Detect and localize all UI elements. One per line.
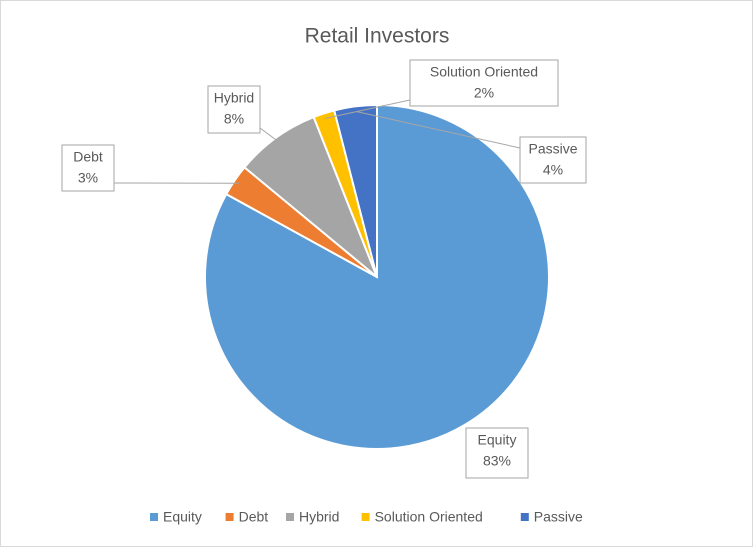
data-label-name: Equity	[478, 432, 517, 448]
data-label-name: Hybrid	[214, 90, 254, 106]
data-label-value: 2%	[474, 85, 494, 101]
data-label-value: 3%	[78, 170, 98, 186]
legend-swatch	[521, 513, 529, 521]
data-label-name: Passive	[528, 141, 577, 157]
data-label-name: Debt	[73, 149, 103, 165]
legend-swatch	[286, 513, 294, 521]
data-label-value: 8%	[224, 111, 244, 127]
legend-label: Solution Oriented	[375, 509, 483, 525]
legend-swatch	[226, 513, 234, 521]
data-label-value: 4%	[543, 162, 563, 178]
data-label-value: 83%	[483, 453, 511, 469]
legend-label: Debt	[239, 509, 269, 525]
legend-swatch	[362, 513, 370, 521]
data-label-name: Solution Oriented	[430, 64, 538, 80]
legend-label: Hybrid	[299, 509, 339, 525]
legend-swatch	[150, 513, 158, 521]
chart-title: Retail Investors	[305, 25, 450, 48]
legend-label: Equity	[163, 509, 202, 525]
legend-label: Passive	[534, 509, 583, 525]
